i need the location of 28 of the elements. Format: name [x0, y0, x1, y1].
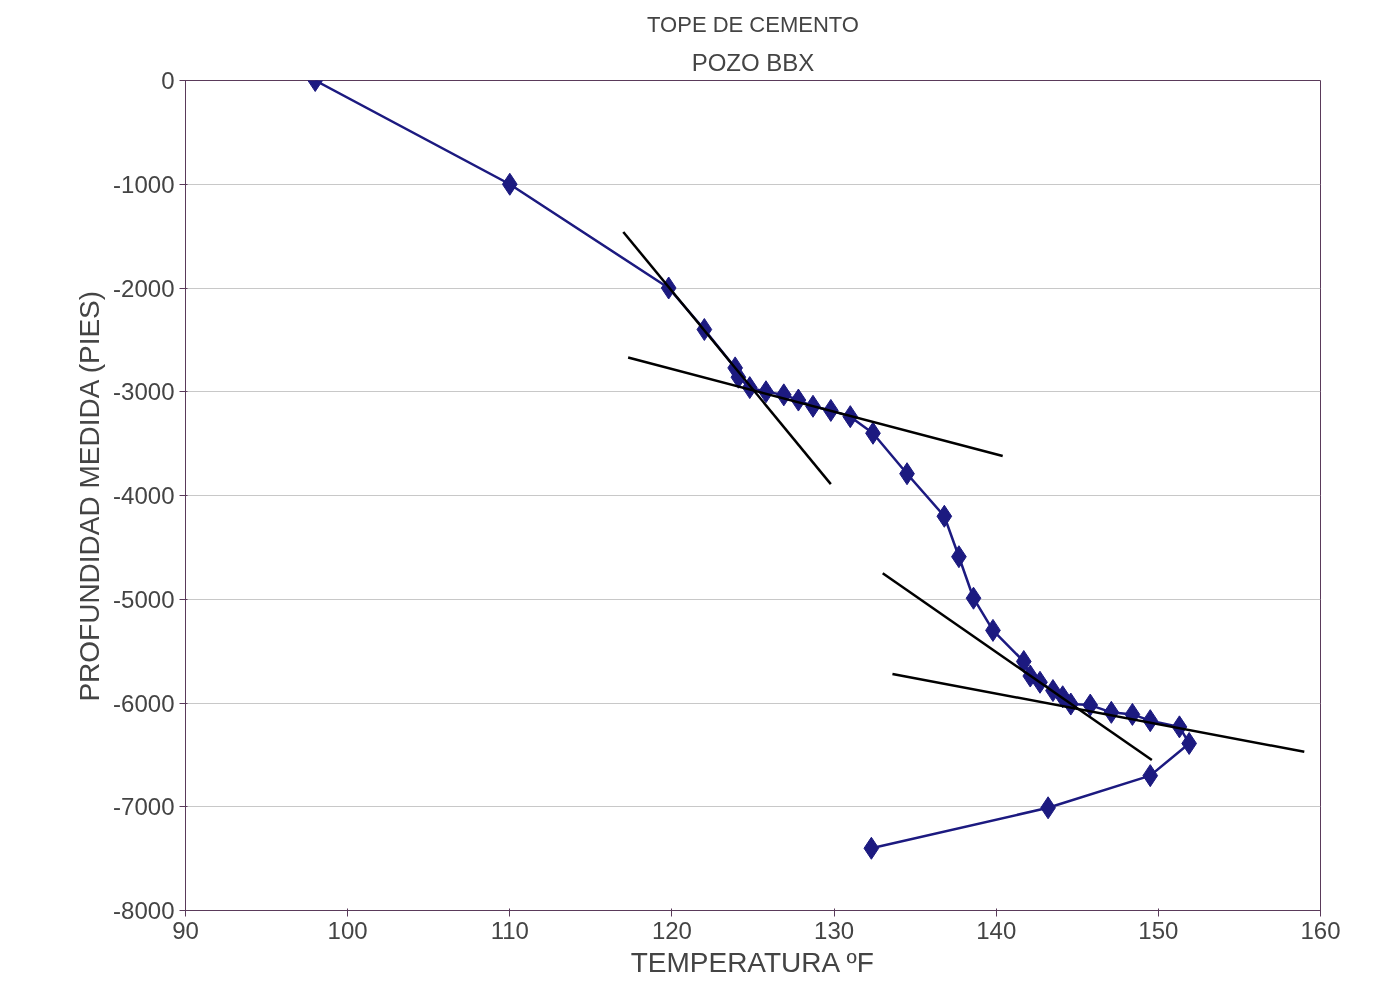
x-tick-label: 100 — [327, 916, 368, 944]
y-tick-label: -3000 — [113, 378, 175, 406]
x-axis-title: TEMPERATURA ºF — [630, 946, 874, 978]
y-tick-label: -7000 — [113, 793, 175, 821]
y-tick-label: -4000 — [113, 482, 175, 509]
chart-title: TOPE DE CEMENTO — [647, 11, 859, 37]
point — [1015, 650, 1032, 673]
point — [936, 504, 953, 528]
y-tick-label: -2000 — [113, 274, 175, 302]
point — [501, 172, 518, 196]
chart-subtitle: POZO BBX — [691, 48, 815, 76]
y-tick-label: -8000 — [113, 897, 175, 924]
x-tick-label: 150 — [1138, 916, 1179, 944]
x-tick-label: 90 — [172, 916, 199, 944]
y-tick-label: -6000 — [113, 689, 175, 717]
point — [1142, 764, 1159, 788]
point — [965, 586, 982, 610]
y-tick-label: -1000 — [113, 170, 175, 198]
y-tick-label: -5000 — [113, 585, 175, 613]
x-tick-label: 130 — [814, 916, 855, 944]
x-tick-label: 140 — [976, 916, 1017, 944]
x-tick-label: 120 — [651, 916, 692, 944]
y-axis-title: PROFUNDIDAD MEDIDA (PIES) — [74, 290, 106, 702]
point — [1082, 693, 1099, 717]
y-tick-label: 0 — [161, 67, 175, 94]
x-tick-label: 110 — [490, 916, 529, 944]
x-tick-label: 160 — [1300, 916, 1341, 944]
point — [863, 836, 880, 860]
